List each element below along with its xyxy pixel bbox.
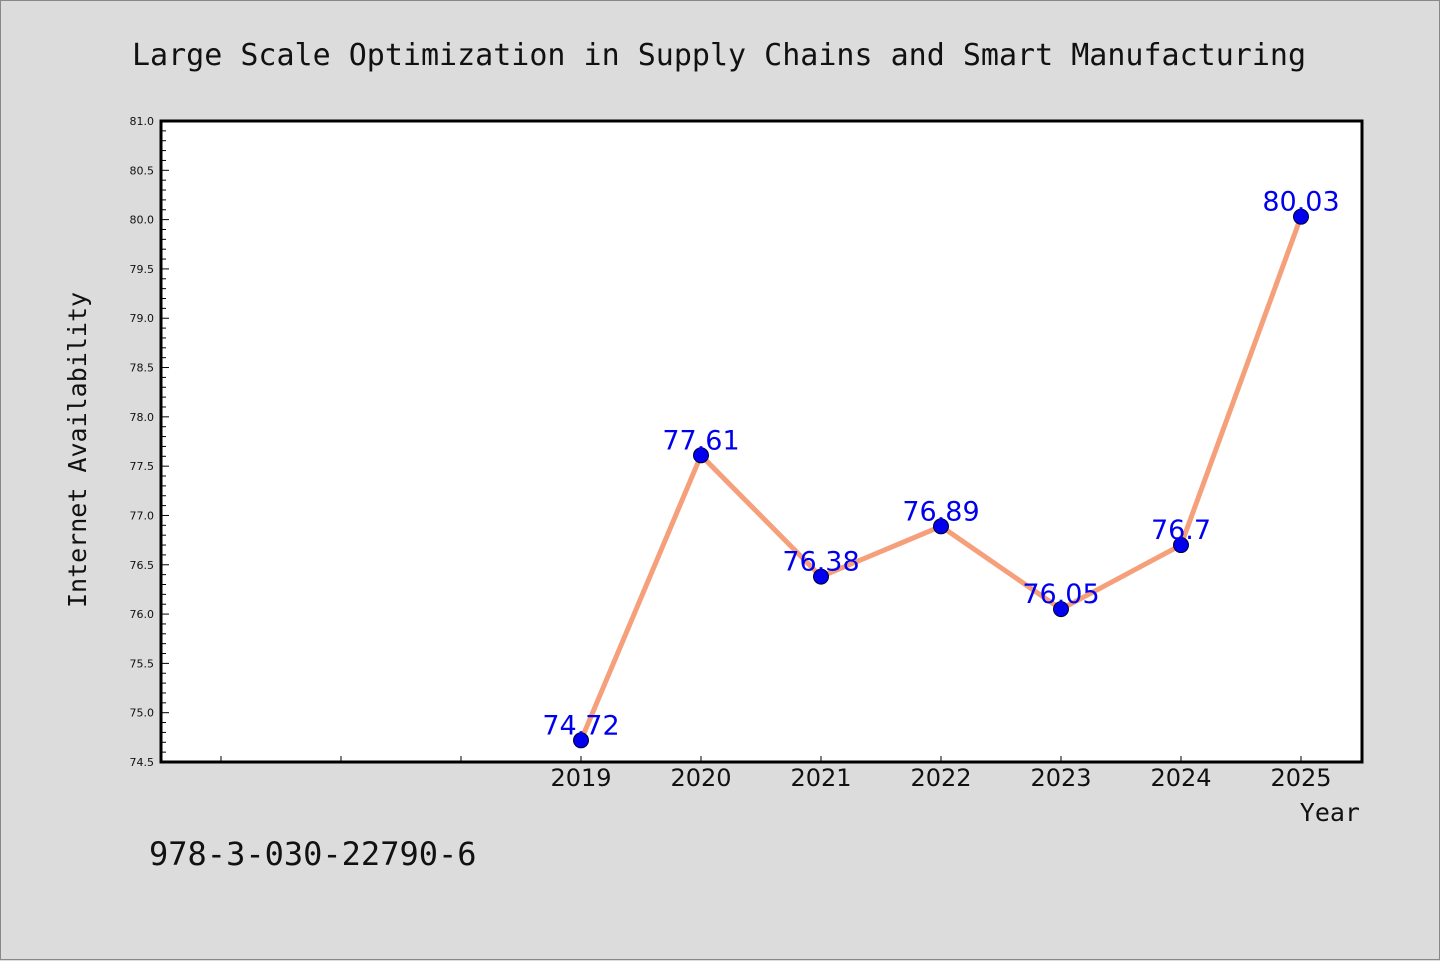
data-point <box>693 447 709 464</box>
y-tick-label: 75.5 <box>130 657 155 670</box>
data-label: 76.05 <box>1022 579 1099 610</box>
y-tick-label: 74.5 <box>130 756 155 769</box>
data-labels: 74.72 77.61 76.38 76.89 76.05 76.7 80.03 <box>542 187 1339 742</box>
y-tick-label: 79.0 <box>130 312 155 325</box>
data-label: 80.03 <box>1262 187 1339 218</box>
y-tick-label: 80.0 <box>130 214 155 227</box>
y-tick-label: 77.0 <box>130 509 155 522</box>
data-point <box>933 518 949 535</box>
data-point <box>1173 537 1189 554</box>
chart-title: Large Scale Optimization in Supply Chain… <box>132 38 1306 73</box>
y-tick-label: 81.0 <box>130 115 155 128</box>
y-tick-label: 76.0 <box>130 608 155 621</box>
y-axis-label: Internet Availability <box>63 292 92 608</box>
x-axis-label: Year <box>1300 798 1360 827</box>
x-tick-label: 2022 <box>910 764 971 792</box>
data-point <box>573 732 589 749</box>
y-tick-label: 80.5 <box>130 164 155 177</box>
data-label: 76.7 <box>1151 515 1211 546</box>
y-tick-label: 78.0 <box>130 411 155 424</box>
y-tick-label: 76.5 <box>130 559 155 572</box>
series-layer <box>573 208 1309 749</box>
y-tick-label: 75.0 <box>130 707 155 720</box>
data-point <box>813 568 829 585</box>
x-tick-label: 2019 <box>550 764 611 792</box>
isbn-text: 978-3-030-22790-6 <box>149 835 477 873</box>
y-tick-label: 78.5 <box>130 362 155 375</box>
x-tick-label: 2025 <box>1270 764 1331 792</box>
y-tick-label: 77.5 <box>130 460 155 473</box>
x-tick-label: 2024 <box>1150 764 1211 792</box>
data-label: 76.89 <box>902 496 979 527</box>
data-label: 76.38 <box>782 547 859 578</box>
x-tick-label: 2020 <box>670 764 731 792</box>
y-tick-label: 79.5 <box>130 263 155 276</box>
x-axis: 2019 2020 2021 2022 2023 2024 2025 <box>220 756 1332 792</box>
plot-area <box>159 119 1364 764</box>
data-label: 74.72 <box>542 710 619 741</box>
data-point <box>1053 601 1069 618</box>
data-point <box>1293 208 1309 225</box>
x-tick-label: 2023 <box>1030 764 1091 792</box>
x-tick-label: 2021 <box>790 764 851 792</box>
y-axis: 74.5 75.0 75.5 76.0 76.5 77.0 77.5 78.0 78.5 79.0… <box>130 115 169 769</box>
data-label: 77.61 <box>662 425 739 456</box>
